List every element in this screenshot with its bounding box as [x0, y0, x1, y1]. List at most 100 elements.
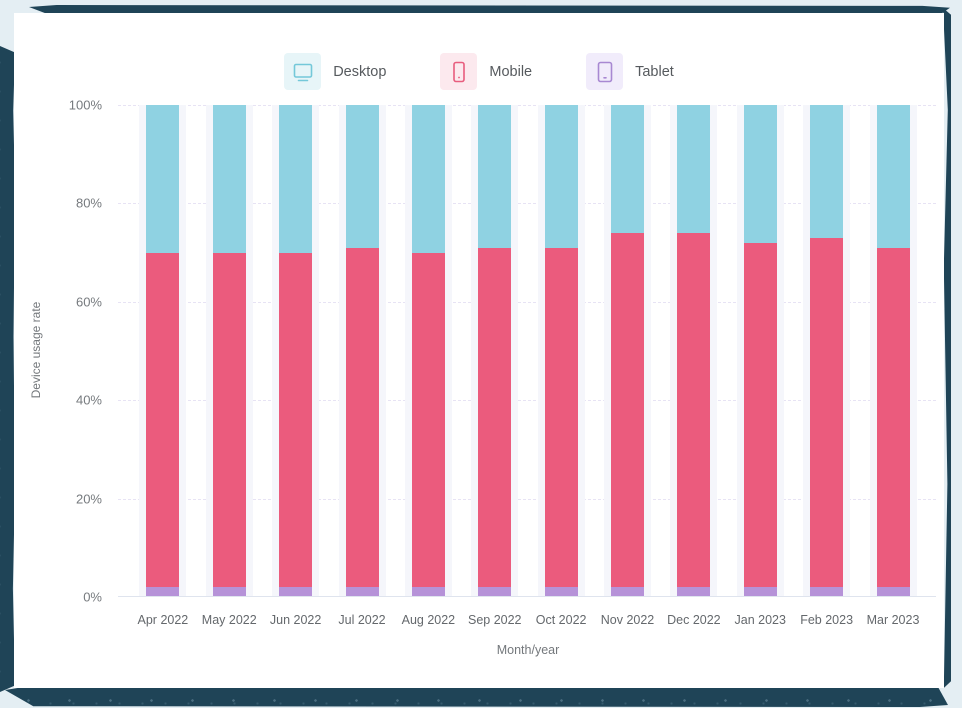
bar-feb-2023[interactable] [810, 105, 844, 597]
bar-band [803, 105, 851, 597]
segment-tablet [544, 587, 578, 597]
segment-mobile [411, 252, 445, 588]
bar-apr-2022[interactable] [146, 105, 180, 597]
segment-desktop [279, 105, 313, 253]
segment-desktop [611, 105, 644, 233]
segment-desktop [345, 105, 379, 248]
segment-desktop [146, 105, 180, 253]
y-tick-100pct: 100% [68, 97, 102, 113]
bar-band [404, 105, 452, 597]
x-tick-may-2022: May 2022 [201, 613, 257, 627]
gridline-20 [118, 498, 936, 500]
legend-item-desktop[interactable]: Desktop [284, 53, 386, 90]
bar-band [272, 105, 320, 597]
segment-tablet [411, 587, 445, 597]
y-tick-40pct: 40% [75, 392, 102, 408]
segment-tablet [279, 587, 313, 597]
bar-bands [120, 105, 936, 597]
bar-band [670, 105, 718, 597]
bar-dec-2022[interactable] [677, 105, 711, 597]
x-axis-line [118, 596, 936, 597]
y-axis-title: Device usage rate [29, 301, 43, 399]
bar-jul-2022[interactable] [345, 105, 379, 597]
chart-legend: Desktop Mobile Tablet [14, 53, 944, 90]
segment-desktop [743, 105, 777, 243]
x-axis-ticks: Apr 2022 May 2022 Jun 2022 Jul 2022 Aug 2022… [120, 613, 936, 627]
segment-desktop [677, 105, 711, 233]
plot-area [118, 105, 936, 597]
segment-tablet [146, 587, 180, 597]
desktop-icon [284, 53, 322, 90]
bar-band [471, 105, 519, 597]
segment-mobile [478, 247, 512, 588]
segment-desktop [876, 105, 910, 248]
y-tick-60pct: 60% [75, 294, 102, 310]
segment-tablet [743, 587, 777, 597]
segment-mobile [876, 247, 910, 588]
frame-border-right [943, 8, 951, 688]
segment-desktop [212, 105, 246, 253]
segment-mobile [279, 252, 313, 588]
segment-tablet [876, 587, 910, 597]
mobile-icon [440, 53, 478, 90]
bar-oct-2022[interactable] [544, 105, 578, 597]
segment-mobile [146, 252, 180, 588]
segment-desktop [544, 105, 578, 248]
chart-panel: Desktop Mobile Tablet [14, 13, 944, 688]
x-tick-mar-2023: Mar 2023 [866, 613, 920, 627]
segment-desktop [810, 105, 844, 238]
legend-item-tablet[interactable]: Tablet [586, 53, 674, 90]
segment-tablet [345, 587, 379, 597]
segment-tablet [212, 587, 246, 597]
bar-band [736, 105, 784, 597]
bar-sep-2022[interactable] [478, 105, 512, 597]
bar-nov-2022[interactable] [611, 105, 644, 597]
x-tick-jun-2022: Jun 2022 [269, 613, 322, 627]
gridline-80 [118, 203, 936, 205]
legend-label: Desktop [333, 63, 387, 80]
stacked-bar-chart: Device usage rate 0% 20% 40% 60% 80% 100% Apr… [14, 13, 944, 688]
x-tick-jul-2022: Jul 2022 [338, 613, 386, 627]
x-tick-oct-2022: Oct 2022 [535, 613, 587, 627]
gridline-100 [118, 105, 936, 106]
x-tick-dec-2022: Dec 2022 [667, 613, 721, 627]
bar-band [338, 105, 386, 597]
y-tick-80pct: 80% [75, 195, 102, 211]
frame-border-bottom [5, 687, 948, 707]
frame-border-top [29, 5, 950, 14]
segment-mobile [345, 247, 379, 588]
legend-label: Tablet [635, 63, 674, 80]
x-tick-feb-2023: Feb 2023 [800, 613, 854, 627]
segment-mobile [544, 247, 578, 588]
bar-band [537, 105, 585, 597]
segment-mobile [212, 252, 246, 588]
bar-jan-2023[interactable] [743, 105, 777, 597]
segment-mobile [677, 232, 711, 588]
x-axis-title: Month/year [496, 643, 560, 657]
gridline-40 [118, 400, 936, 402]
x-tick-sep-2022: Sep 2022 [467, 613, 522, 627]
x-tick-jan-2023: Jan 2023 [734, 613, 786, 627]
segment-mobile [810, 237, 844, 588]
bar-band [205, 105, 253, 597]
segment-tablet [478, 587, 512, 597]
x-tick-nov-2022: Nov 2022 [600, 613, 655, 627]
segment-mobile [611, 232, 644, 588]
segment-desktop [411, 105, 445, 253]
bar-jun-2022[interactable] [279, 105, 313, 597]
bar-may-2022[interactable] [212, 105, 246, 597]
segment-mobile [743, 242, 777, 588]
tablet-icon [586, 53, 624, 90]
frame-border-left [0, 46, 15, 692]
bar-band [869, 105, 917, 597]
x-tick-apr-2022: Apr 2022 [137, 613, 189, 627]
segment-tablet [677, 587, 711, 597]
bar-aug-2022[interactable] [411, 105, 445, 597]
x-tick-aug-2022: Aug 2022 [401, 613, 456, 627]
bar-mar-2023[interactable] [876, 105, 910, 597]
y-tick-0pct: 0% [83, 589, 102, 605]
bar-band [139, 105, 187, 597]
legend-item-mobile[interactable]: Mobile [440, 53, 532, 90]
legend-label: Mobile [489, 63, 533, 80]
